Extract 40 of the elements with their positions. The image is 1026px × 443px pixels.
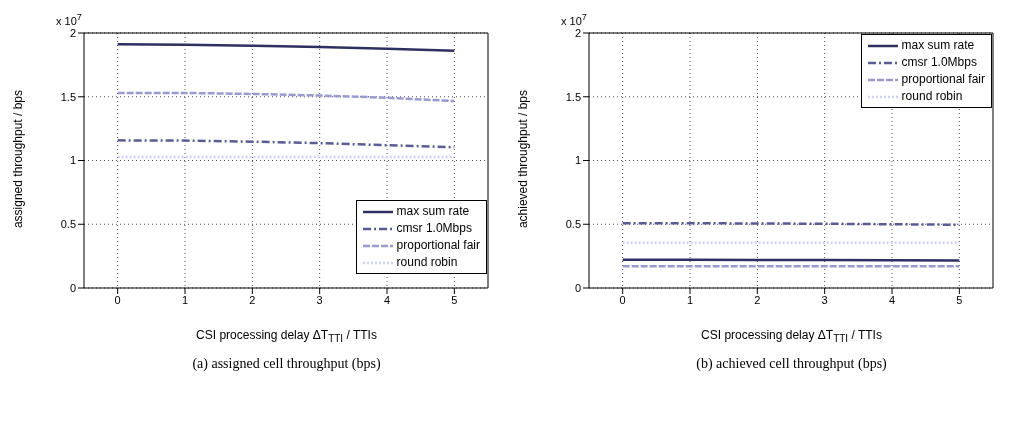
legend-label: round robin (901, 88, 963, 105)
legend-label: cmsr 1.0Mbps (901, 54, 977, 71)
x-tick-label: 5 (451, 293, 458, 306)
x-tick-label: 4 (888, 293, 896, 306)
x-tick-label: 0 (114, 293, 121, 306)
legend-label: max sum rate (396, 203, 470, 220)
x-tick-label: 2 (249, 293, 256, 306)
legend-label: cmsr 1.0Mbps (396, 220, 472, 237)
y-axis-title: achieved throughput / bps (516, 88, 530, 231)
y-axis-title: assigned throughput / bps (11, 88, 25, 231)
y-tick-label: 2 (574, 26, 581, 39)
legend-label: max sum rate (901, 37, 975, 54)
legend-label: proportional fair (396, 237, 480, 254)
x-tick-label: 4 (383, 293, 391, 306)
text: (b) achieved cell throughput (bps) (696, 356, 887, 371)
y-tick-label: 1.5 (565, 90, 581, 103)
x-tick-label: 2 (754, 293, 761, 306)
legend-label: round robin (396, 254, 458, 271)
y-tick-label: 1 (574, 154, 581, 167)
x-axis-title: CSI processing delay ΔT$_{TTI}$ / TTIs (701, 328, 882, 345)
x-tick-label: 0 (619, 293, 626, 306)
text: x 10$^{7}$ (561, 12, 587, 27)
legend-label: proportional fair (901, 71, 985, 88)
x-tick-label: 5 (956, 293, 963, 306)
text: (a) assigned cell throughput (bps) (192, 356, 381, 371)
y-tick-label: 0.5 (565, 218, 581, 231)
line-series (116, 42, 456, 53)
y-tick-label: 0 (574, 281, 581, 294)
x-tick-label: 1 (686, 293, 694, 306)
y-tick-label: 0.5 (60, 218, 76, 231)
x-tick-label: 3 (821, 293, 828, 306)
y-tick-label: 2 (69, 26, 76, 39)
y-tick-label: 1 (69, 154, 76, 167)
x-axis-title: CSI processing delay ΔT$_{TTI}$ / TTIs (196, 328, 377, 345)
line-series (116, 91, 456, 103)
y-tick-label: 0 (69, 281, 76, 294)
x-tick-label: 1 (181, 293, 189, 306)
y-tick-label: 1.5 (60, 90, 76, 103)
x-tick-label: 3 (316, 293, 323, 306)
text: x 10$^{7}$ (56, 12, 82, 27)
